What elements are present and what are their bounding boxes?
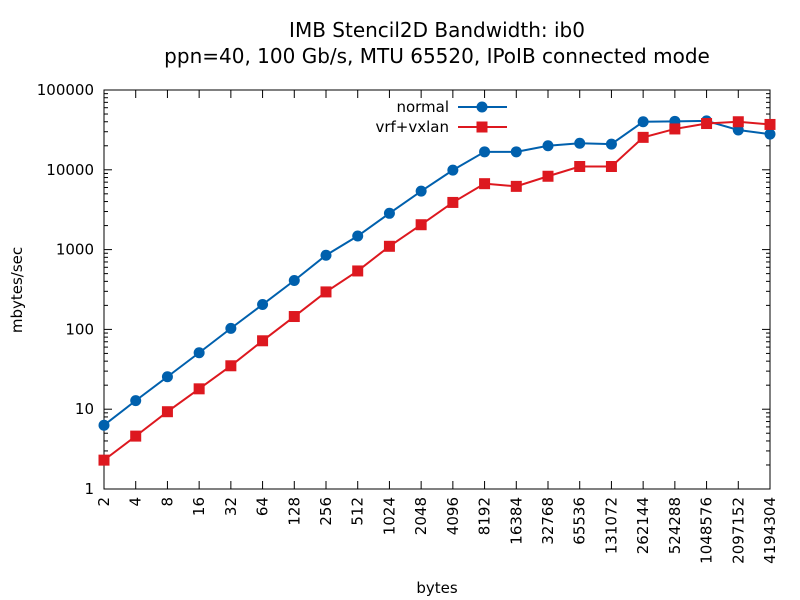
data-point	[130, 430, 142, 442]
x-axis-label: bytes	[416, 579, 458, 597]
x-tick-label: 512	[349, 497, 367, 526]
x-tick-label: 1048576	[698, 497, 716, 564]
data-point	[288, 311, 300, 323]
series-line	[103, 119, 771, 427]
data-point	[732, 124, 744, 136]
data-point	[447, 164, 459, 176]
x-tick-label: 262144	[634, 497, 652, 554]
data-point	[479, 178, 491, 190]
data-point	[352, 230, 364, 242]
data-point	[415, 185, 427, 197]
data-point	[701, 118, 713, 130]
x-axis: 2 4 8 16 32 64 128 256 512 1024 2048 4096 8192 16384 3…	[95, 90, 779, 564]
data-point	[732, 116, 744, 128]
x-tick-label: 2048	[412, 497, 430, 535]
x-tick-label: 2	[95, 497, 113, 507]
data-point	[669, 123, 681, 135]
chart-subtitle: ppn=40, 100 Gb/s, MTU 65520, IPoIB conne…	[164, 44, 710, 68]
data-point	[288, 274, 300, 286]
x-tick-label: 8192	[476, 497, 494, 535]
data-point	[764, 118, 776, 130]
data-point	[637, 116, 649, 128]
x-tick-label: 4096	[444, 497, 462, 535]
data-point	[225, 322, 237, 334]
data-point	[574, 137, 586, 149]
x-tick-label: 131072	[602, 497, 620, 554]
data-point	[542, 140, 554, 152]
data-point	[352, 265, 364, 277]
data-point	[383, 240, 395, 252]
data-point	[320, 286, 332, 298]
data-point	[225, 360, 237, 372]
plot-frame	[103, 89, 771, 490]
data-point	[161, 371, 173, 383]
data-point	[415, 219, 427, 231]
y-tick-label: 10	[75, 400, 94, 418]
x-tick-label: 16384	[507, 497, 525, 545]
y-tick-label: 10000	[46, 161, 94, 179]
x-tick-label: 65536	[571, 497, 589, 545]
data-point	[193, 383, 205, 395]
legend-marker	[476, 101, 488, 113]
x-tick-label: 32	[222, 497, 240, 516]
data-point	[98, 419, 110, 431]
legend-label: normal	[396, 98, 449, 116]
x-tick-label: 1024	[380, 497, 398, 535]
x-tick-label: 2097152	[729, 497, 747, 564]
x-tick-label: 64	[254, 497, 272, 516]
data-point	[193, 347, 205, 359]
data-point	[130, 395, 142, 407]
y-axis: 1 10 100 1000 10000 100000	[37, 81, 770, 498]
data-point	[510, 146, 522, 158]
x-tick-label: 524288	[666, 497, 684, 554]
data-point	[383, 207, 395, 219]
data-point	[574, 160, 586, 172]
data-point	[637, 131, 649, 143]
x-tick-label: 256	[317, 497, 335, 526]
data-point	[257, 335, 269, 347]
data-point	[605, 138, 617, 150]
legend: normal vrf+vxlan	[375, 98, 507, 136]
data-point	[320, 249, 332, 261]
series-line	[103, 120, 771, 461]
data-point	[161, 406, 173, 418]
data-point	[447, 196, 459, 208]
y-tick-label: 100000	[37, 81, 94, 99]
data-point	[764, 128, 776, 140]
chart-title: IMB Stencil2D Bandwidth: ib0	[289, 18, 585, 42]
x-tick-label: 128	[285, 497, 303, 526]
data-point	[479, 146, 491, 158]
x-tick-label: 4	[127, 497, 145, 507]
series-layer	[98, 115, 776, 466]
data-point	[98, 454, 110, 466]
series-normal	[98, 115, 776, 431]
data-point	[542, 170, 554, 182]
y-tick-label: 100	[65, 320, 94, 338]
data-point	[605, 160, 617, 172]
x-tick-label: 4194304	[761, 497, 779, 564]
legend-label: vrf+vxlan	[375, 118, 449, 136]
data-point	[510, 180, 522, 192]
y-tick-label: 1000	[56, 241, 94, 259]
x-tick-label: 32768	[539, 497, 557, 545]
series-vrf+vxlan	[98, 116, 776, 466]
y-axis-label: mbytes/sec	[8, 247, 26, 333]
x-tick-label: 8	[158, 497, 176, 507]
legend-marker	[476, 121, 488, 133]
y-tick-label: 1	[84, 480, 94, 498]
data-point	[257, 299, 269, 311]
x-tick-label: 16	[190, 497, 208, 516]
